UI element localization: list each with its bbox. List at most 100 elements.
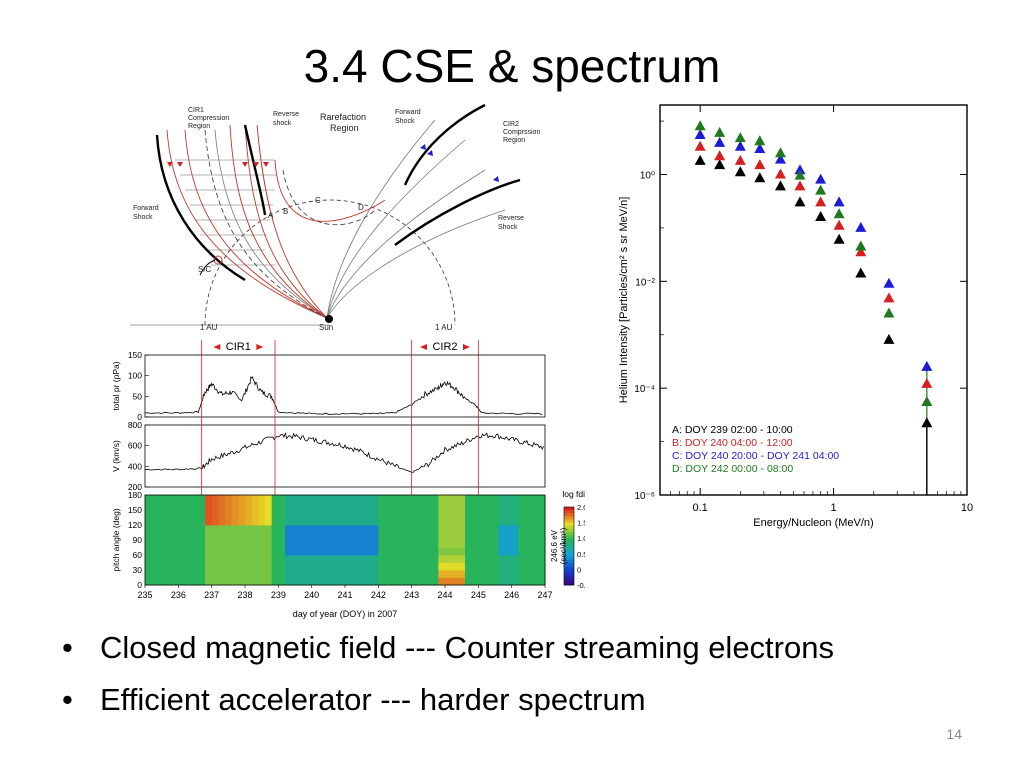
heatmap-cell — [345, 532, 353, 541]
heatmap-cell — [158, 495, 166, 503]
heatmap-cell — [351, 532, 359, 541]
heatmap-cell — [178, 517, 186, 526]
heatmap-cell — [485, 517, 493, 526]
heatmap-cell — [318, 502, 326, 511]
heatmap-cell — [225, 577, 233, 586]
heatmap-cell — [318, 525, 326, 533]
heatmap-cell — [405, 495, 413, 503]
data-point — [774, 180, 786, 191]
au-right-label: 1 AU — [435, 323, 453, 332]
heatmap-cell — [471, 562, 479, 571]
colorbar-swatch — [564, 560, 574, 564]
heatmap-cell — [318, 577, 326, 586]
data-point — [774, 168, 786, 179]
heatmap-cell — [438, 502, 446, 511]
heatmap-cell — [511, 502, 519, 511]
heatmap-cell — [458, 562, 466, 571]
heatmap-cell — [225, 547, 233, 556]
heatmap-cell — [158, 502, 166, 511]
heatmap-cell — [498, 562, 506, 571]
heatmap-cell — [251, 510, 259, 518]
heatmap-cell — [371, 517, 379, 526]
heatmap-cell — [471, 525, 479, 533]
heatmap-cell — [378, 532, 386, 541]
heatmap-cell — [505, 532, 513, 541]
heatmap-cell — [411, 577, 419, 586]
heatmap-cell — [238, 577, 246, 586]
heatmap-cell — [385, 540, 393, 548]
heatmap-cell — [318, 495, 326, 503]
legend-entry: C: DOY 240 20:00 - DOY 241 04:00 — [672, 450, 839, 462]
heatmap-cell — [291, 517, 299, 526]
heatmap-cell — [425, 502, 433, 511]
heatmap-cell — [165, 510, 173, 518]
heatmap-cell — [245, 495, 253, 503]
heatmap-cell — [178, 502, 186, 511]
heatmap-cell — [398, 502, 406, 511]
y-tick-label: 0 — [137, 580, 142, 590]
data-point — [855, 267, 867, 278]
heatmap-cell — [431, 517, 439, 526]
heatmap-cell — [185, 547, 193, 556]
field-direction-arrows — [167, 162, 269, 167]
heatmap-cell — [318, 540, 326, 548]
heatmap-cell — [158, 570, 166, 578]
heatmap-cell — [305, 517, 313, 526]
heatmap-cell — [365, 555, 373, 563]
heatmap-cell — [211, 555, 219, 563]
heatmap-cell — [525, 510, 533, 518]
heatmap-cell — [351, 547, 359, 556]
heatmap-cell — [338, 532, 346, 541]
heatmap-cell — [358, 495, 366, 503]
heatmap-cell — [398, 510, 406, 518]
heatmap-cell — [365, 510, 373, 518]
heatmap-cell — [518, 547, 526, 556]
heatmap-cell — [218, 570, 226, 578]
heatmap-cell — [145, 540, 153, 548]
heatmap-cell — [391, 517, 399, 526]
y-tick-label: 0 — [137, 412, 142, 422]
heatmap-cell — [251, 540, 259, 548]
heatmap-cell — [458, 570, 466, 578]
heatmap-cell — [398, 540, 406, 548]
heatmap-cell — [271, 570, 279, 578]
cir-region-label: CIR1 — [226, 341, 251, 353]
heatmap-cell — [538, 532, 546, 541]
cir1-field-lines — [166, 124, 386, 319]
heatmap-cell — [245, 517, 253, 526]
heatmap-cell — [205, 532, 213, 541]
data-point — [883, 333, 895, 344]
heatmap-cell — [298, 517, 306, 526]
heatmap-cell — [411, 532, 419, 541]
heatmap-cell — [245, 525, 253, 533]
heatmap-cell — [285, 502, 293, 511]
heatmap-cell — [478, 495, 486, 503]
x-tick-label: 247 — [537, 590, 552, 600]
heatmap-cell — [505, 577, 513, 586]
heatmap-cell — [458, 502, 466, 511]
heatmap-cell — [345, 525, 353, 533]
x-axis-label: Energy/Nucleon (MeV/n) — [753, 517, 873, 529]
colorbar-swatch — [564, 535, 574, 539]
heatmap-cell — [165, 547, 173, 556]
heatmap-cell — [225, 540, 233, 548]
heatmap-cell — [271, 532, 279, 541]
heatmap-cell — [338, 510, 346, 518]
heatmap-cell — [331, 502, 339, 511]
heatmap-cell — [358, 570, 366, 578]
heatmap-cell — [285, 540, 293, 548]
heatmap-cell — [505, 495, 513, 503]
heatmap-cell — [505, 570, 513, 578]
heatmap-cell — [531, 555, 539, 563]
heatmap-cell — [445, 547, 453, 556]
heatmap-cell — [465, 577, 473, 586]
heatmap-cell — [518, 555, 526, 563]
bullet-list: • Closed magnetic field --- Counter strea… — [60, 622, 834, 726]
heatmap-cell — [385, 555, 393, 563]
heatmap-cell — [265, 570, 273, 578]
heatmap-cell — [371, 510, 379, 518]
heatmap-cell — [305, 502, 313, 511]
heatmap-cell — [351, 495, 359, 503]
heatmap-cell — [418, 570, 426, 578]
